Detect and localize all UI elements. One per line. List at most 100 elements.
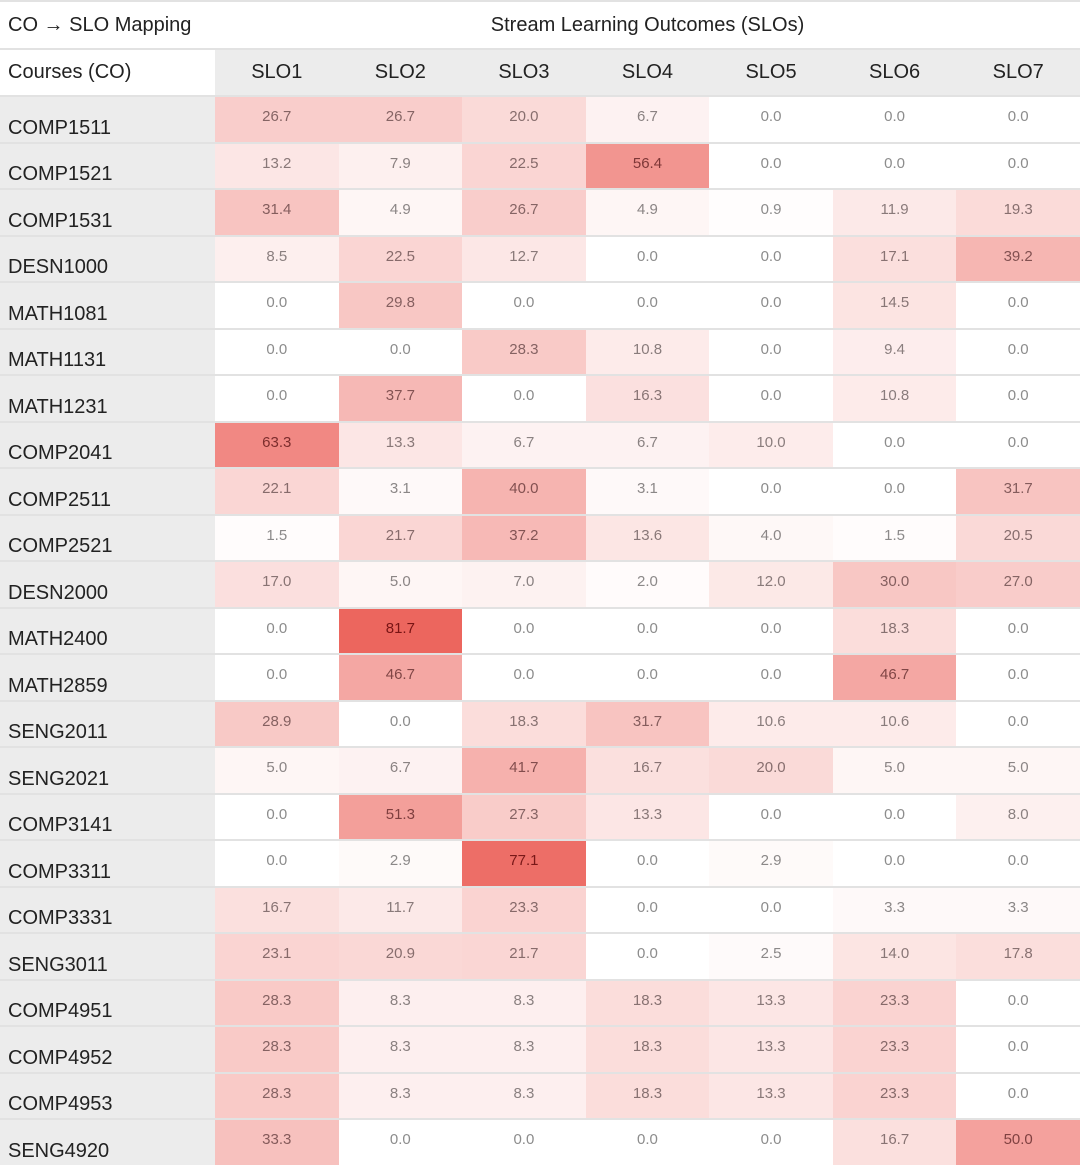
heatmap-cell: 0.0 [956,653,1080,701]
heatmap-cell: 0.0 [585,885,710,933]
heatmap-cell: 1.5 [832,513,957,561]
column-header-row: Courses (CO) SLO1 SLO2 SLO3 SLO4 SLO5 SLO6 SLO… [0,48,1080,96]
heatmap-cell: 0.0 [338,699,463,747]
table-row: COMP4952 28.3 8.3 8.3 18.3 13.3 23.3 0.0 [0,1025,1080,1073]
course-code: COMP3311 [8,860,112,883]
heatmap-cell: 18.3 [585,1071,710,1119]
course-label: MATH1231 [0,374,215,422]
heatmap-cell: 23.3 [832,1025,957,1073]
heatmap-cell: 31.4 [215,188,339,236]
course-code: MATH2400 [8,628,108,650]
table-row: SENG3011 23.1 20.9 21.7 0.0 2.5 14.0 17.8 [0,932,1080,980]
heatmap-body: COMP1511 26.7 26.7 20.0 6.7 0.0 0.0 0.0 COMP1521… [0,95,1080,1165]
column-header-slo3: SLO3 [462,48,586,96]
heatmap-cell: 17.8 [956,932,1080,980]
heatmap-cell: 0.0 [709,653,833,701]
heatmap-cell: 0.0 [832,792,957,840]
heatmap-cell: 23.3 [832,1071,957,1119]
heatmap-cell: 3.3 [956,885,1080,933]
column-header-slo4: SLO4 [585,48,710,96]
heatmap-cell: 0.0 [215,374,339,422]
heatmap-cell: 20.5 [956,513,1080,561]
heatmap-cell: 0.0 [956,699,1080,747]
heatmap-cell: 0.0 [585,234,710,282]
table-row: COMP2511 22.1 3.1 40.0 3.1 0.0 0.0 31.7 [0,467,1080,515]
heatmap-cell: 17.0 [215,560,339,608]
heatmap-cell: 46.7 [832,653,957,701]
course-label: MATH2400 [0,606,215,654]
heatmap-cell: 12.7 [462,234,586,282]
heatmap-cell: 28.3 [215,978,339,1026]
heatmap-cell: 8.5 [215,234,339,282]
table-row: MATH1231 0.0 37.7 0.0 16.3 0.0 10.8 0.0 [0,374,1080,422]
heatmap-cell: 10.8 [832,374,957,422]
heatmap-cell: 13.3 [585,792,710,840]
course-code: COMP3141 [8,814,113,836]
heatmap-cell: 0.0 [709,234,833,282]
table-row: COMP1521 13.2 7.9 22.5 56.4 0.0 0.0 0.0 [0,141,1080,189]
heatmap-cell: 17.1 [832,234,957,282]
heatmap-cell: 10.8 [585,327,710,375]
heatmap-cell: 16.7 [585,746,710,794]
heatmap-cell: 13.3 [709,1071,833,1119]
heatmap-cell: 0.0 [956,141,1080,189]
heatmap-cell: 13.3 [709,978,833,1026]
heatmap-cell: 11.9 [832,188,957,236]
heatmap-cell: 0.0 [956,327,1080,375]
heatmap-cell: 77.1 [462,839,586,887]
heatmap-cell: 0.0 [832,95,957,143]
course-label: COMP3331 [0,885,215,933]
heatmap-cell: 0.0 [585,281,710,329]
table-row: COMP3311 0.0 2.9 77.1 0.0 2.9 0.0 0.0 [0,839,1080,887]
heatmap-cell: 8.3 [338,1071,463,1119]
heatmap-cell: 56.4 [585,141,710,189]
table-row: COMP2521 1.5 21.7 37.2 13.6 4.0 1.5 20.5 [0,513,1080,561]
table-row: MATH1081 0.0 29.8 0.0 0.0 0.0 14.5 0.0 [0,281,1080,329]
course-label: DESN2000 [0,560,215,608]
heatmap-cell: 8.3 [338,978,463,1026]
course-code: COMP4952 [8,1046,113,1069]
table-row: COMP4951 28.3 8.3 8.3 18.3 13.3 23.3 0.0 [0,978,1080,1026]
table-row: COMP3331 16.7 11.7 23.3 0.0 0.0 3.3 3.3 [0,885,1080,933]
course-code: MATH1131 [8,349,107,371]
heatmap-cell: 9.4 [832,327,957,375]
heatmap-cell: 0.0 [956,281,1080,329]
heatmap-cell: 18.3 [585,978,710,1026]
heatmap-cell: 20.9 [338,932,463,980]
heatmap-cell: 26.7 [462,188,586,236]
heatmap-cell: 2.9 [709,839,833,887]
course-label: SENG3011 [0,932,215,980]
heatmap-cell: 19.3 [956,188,1080,236]
course-label: SENG2021 [0,746,215,794]
heatmap-cell: 29.8 [338,281,463,329]
heatmap-cell: 10.6 [832,699,957,747]
heatmap-cell: 23.3 [462,885,586,933]
course-label: COMP4951 [0,978,215,1026]
heatmap-cell: 81.7 [338,606,463,654]
heatmap-cell: 39.2 [956,234,1080,282]
heatmap-cell: 0.0 [956,1025,1080,1073]
heatmap-cell: 2.0 [585,560,710,608]
heatmap-cell: 10.0 [709,420,833,468]
heatmap-cell: 26.7 [215,95,339,143]
course-code: COMP3331 [8,907,113,929]
table-row: COMP1511 26.7 26.7 20.0 6.7 0.0 0.0 0.0 [0,95,1080,143]
heatmap-cell: 22.1 [215,467,339,515]
heatmap-cell: 2.5 [709,932,833,980]
heatmap-cell: 0.0 [709,141,833,189]
course-code: COMP1531 [8,209,113,232]
heatmap-cell: 8.0 [956,792,1080,840]
heatmap-cell: 27.0 [956,560,1080,608]
heatmap-cell: 0.0 [215,281,339,329]
course-label: COMP1521 [0,141,215,189]
heatmap-cell: 0.0 [585,653,710,701]
course-label: COMP1511 [0,95,215,143]
course-code: MATH1081 [8,302,108,325]
heatmap-cell: 7.9 [338,141,463,189]
course-code: COMP4953 [8,1093,113,1115]
table-row: MATH1131 0.0 0.0 28.3 10.8 0.0 9.4 0.0 [0,327,1080,375]
heatmap-cell: 0.0 [215,792,339,840]
course-label: MATH1131 [0,327,215,375]
heatmap-cell: 12.0 [709,560,833,608]
heatmap-cell: 37.7 [338,374,463,422]
